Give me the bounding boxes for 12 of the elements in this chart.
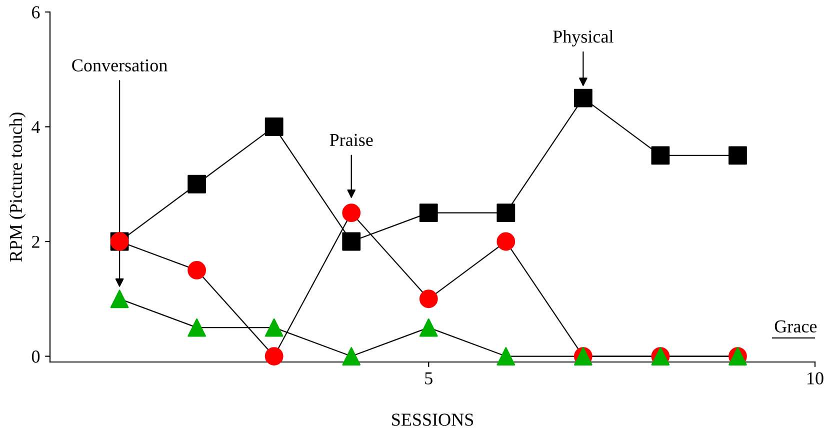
x-tick-label: 5 <box>425 372 432 384</box>
y-tick-label: 4 <box>32 121 40 134</box>
annotation: Praise <box>330 134 373 146</box>
x-tick-label: 10 <box>808 372 824 384</box>
annotation: Conversation <box>72 59 168 72</box>
y-tick-label: 6 <box>32 6 40 18</box>
y-tick-label: 2 <box>32 236 40 248</box>
y-axis-title: RPM (Picture touch) <box>9 112 26 262</box>
annotation: Grace <box>774 320 817 333</box>
x-axis-title: SESSIONS <box>392 414 474 426</box>
annotation: Physical <box>553 30 614 46</box>
y-tick-label: 0 <box>32 350 40 363</box>
